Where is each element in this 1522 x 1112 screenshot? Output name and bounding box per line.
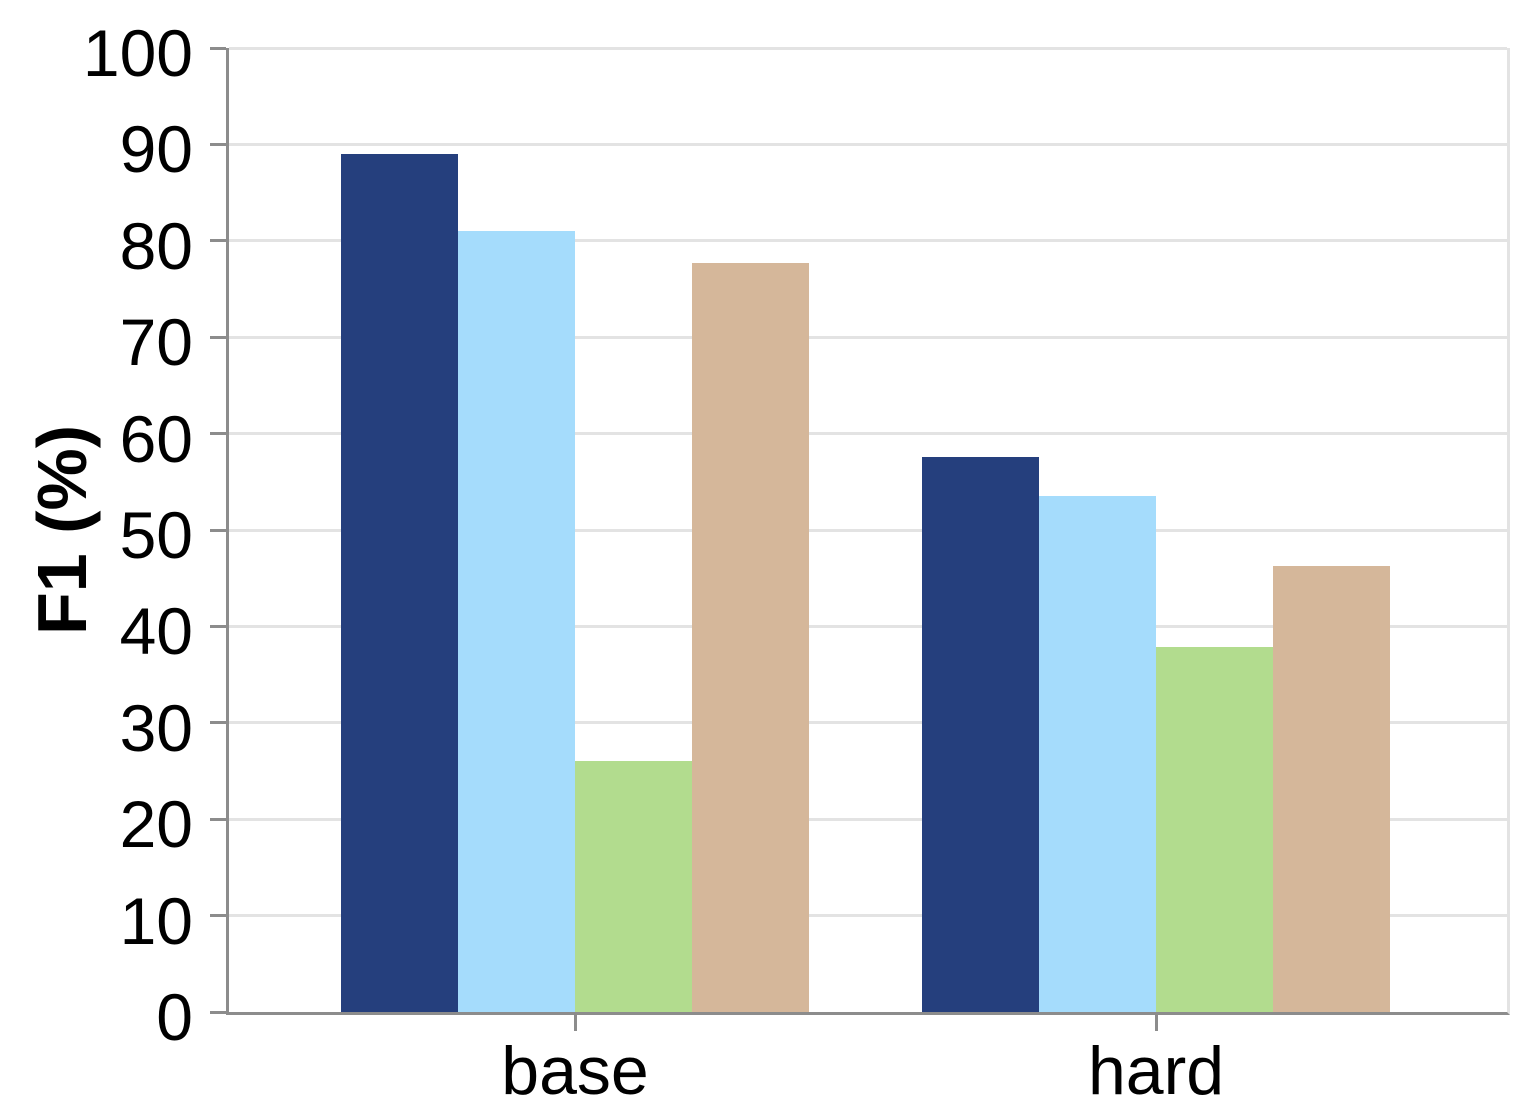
bar-navy-hard bbox=[922, 456, 1039, 1012]
bar-green-hard bbox=[1156, 646, 1273, 1012]
bar-tan-hard bbox=[1273, 565, 1390, 1012]
gridline bbox=[229, 239, 1507, 243]
y-tick-label: 50 bbox=[119, 498, 193, 572]
bar-light-blue-base bbox=[458, 231, 575, 1012]
gridline bbox=[229, 817, 1507, 821]
y-tick-mark bbox=[210, 1010, 226, 1014]
gridline bbox=[229, 624, 1507, 628]
y-tick-label: 60 bbox=[119, 401, 193, 476]
gridline bbox=[229, 432, 1507, 436]
y-tick-label: 10 bbox=[119, 883, 193, 958]
bar-navy-base bbox=[341, 154, 458, 1012]
y-tick-mark bbox=[210, 528, 226, 532]
x-tick-mark bbox=[573, 1015, 577, 1031]
y-tick-mark bbox=[210, 46, 226, 50]
x-axis-category-label: hard bbox=[1087, 1033, 1225, 1109]
bar-tan-base bbox=[692, 262, 809, 1012]
y-tick-mark bbox=[210, 914, 226, 918]
gridline bbox=[229, 528, 1507, 532]
y-tick-mark bbox=[210, 239, 226, 243]
gridline bbox=[229, 721, 1507, 725]
y-tick-label: 30 bbox=[119, 690, 193, 765]
gridline bbox=[229, 46, 1507, 50]
y-tick-mark bbox=[210, 817, 226, 821]
bar-green-base bbox=[575, 761, 692, 1012]
y-tick-mark bbox=[210, 721, 226, 725]
y-tick-label: 20 bbox=[119, 787, 193, 862]
plot-area: 0 10 20 30 40 50 60 70 80 90 100 base hard bbox=[83, 20, 1510, 1106]
y-tick-label: 100 bbox=[82, 16, 193, 90]
y-tick-mark bbox=[210, 624, 226, 628]
gridline bbox=[229, 335, 1507, 339]
x-tick-mark bbox=[1154, 1015, 1158, 1031]
gridline bbox=[229, 914, 1507, 918]
y-tick-label: 80 bbox=[119, 208, 193, 283]
y-tick-label: 40 bbox=[119, 594, 193, 669]
y-tick-label: 70 bbox=[119, 305, 193, 380]
gridline bbox=[229, 142, 1507, 146]
y-tick-mark bbox=[210, 335, 226, 339]
y-tick-mark bbox=[210, 142, 226, 146]
y-tick-label: 0 bbox=[156, 980, 193, 1054]
bar-light-blue-hard bbox=[1039, 496, 1156, 1012]
y-tick-label: 90 bbox=[119, 112, 193, 187]
x-axis-category-label: base bbox=[501, 1033, 649, 1109]
y-tick-mark bbox=[210, 432, 226, 436]
